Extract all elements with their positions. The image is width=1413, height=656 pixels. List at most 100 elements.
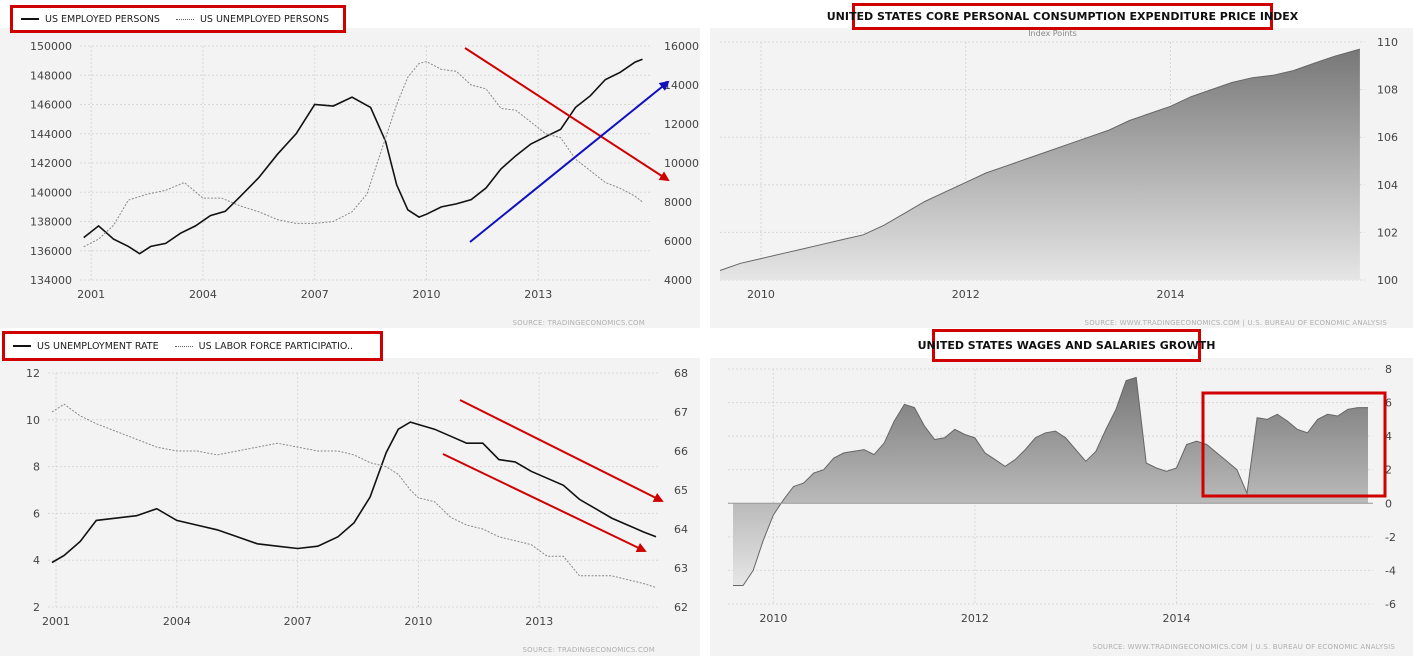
- x-tick-label: 2001: [42, 615, 70, 628]
- blue-trend-arrow: [469, 80, 670, 243]
- source-label: SOURCE: WWW.TRADINGECONOMICS.COM | U.S. …: [1085, 319, 1388, 327]
- red-trend-arrow-1: [459, 399, 664, 502]
- x-tick-label: 2013: [525, 615, 553, 628]
- legend-solid-swatch: [21, 18, 39, 20]
- x-tick-label: 2001: [77, 288, 105, 301]
- y-right-tick-label: 16000: [664, 40, 699, 53]
- y-tick-label: 100: [1377, 274, 1398, 287]
- series-line-solid: [51, 421, 657, 564]
- x-tick-label: 2014: [1156, 288, 1184, 301]
- y-right-tick-label: 10000: [664, 157, 699, 170]
- area-outline: [719, 48, 1361, 271]
- legend-participation: US LABOR FORCE PARTICIPATIO..: [198, 340, 353, 352]
- y-left-tick-label: 144000: [30, 128, 72, 141]
- y-left-tick-label: 2: [33, 601, 40, 614]
- y-left-tick-label: 138000: [30, 216, 72, 229]
- wages-chart-panel: -6 -4 -2 0 2 4 6 8 2010 2012 2014 SOURCE: WWW.TRADI…: [710, 358, 1413, 656]
- pce-title-text: UNITED STATES CORE PERSONAL CONSUMPTION …: [826, 10, 1299, 23]
- y-left-tick-label: 136000: [30, 245, 72, 258]
- y-left-tick-label: 146000: [30, 99, 72, 112]
- area-outline: [733, 376, 1368, 586]
- y-tick-label: -4: [1385, 564, 1396, 577]
- legend-employed: US EMPLOYED PERSONS: [45, 13, 160, 25]
- x-tick-label: 2012: [952, 288, 980, 301]
- source-label: SOURCE: TRADINGECONOMICS.COM: [512, 319, 645, 327]
- wages-chart-title: UNITED STATES WAGES AND SALARIES GROWTH: [918, 329, 1215, 362]
- x-tick-label: 2004: [163, 615, 191, 628]
- y-right-tick-label: 8000: [664, 196, 692, 209]
- pce-chart-panel: 100 102 104 106 108 110 2010 2012 2014 Index Poin…: [710, 28, 1413, 328]
- y-right-tick-label: 12000: [664, 118, 699, 131]
- x-tick-label: 2010: [747, 288, 775, 301]
- wages-chart: -6 -4 -2 0 2 4 6 8 2010 2012 2014 SOURCE: WWW.TRADI…: [728, 363, 1396, 651]
- legend-unemployment-rate: US UNEMPLOYMENT RATE: [37, 340, 159, 352]
- x-tick-label: 2014: [1162, 612, 1190, 625]
- source-label: SOURCE: WWW.TRADINGECONOMICS.COM | U.S. …: [1093, 643, 1396, 651]
- y-tick-label: 6: [1385, 397, 1392, 410]
- y-left-tick-label: 10: [26, 414, 40, 427]
- x-tick-label: 2010: [404, 615, 432, 628]
- unemployment-legend: US UNEMPLOYMENT RATE US LABOR FORCE PART…: [2, 331, 383, 361]
- legend-solid-swatch-2: [13, 345, 31, 347]
- y-left-tick-label: 12: [26, 367, 40, 380]
- y-tick-label: 104: [1377, 179, 1398, 192]
- y-left-tick-label: 148000: [30, 69, 72, 82]
- unemployment-chart-panel: 2 4 6 8 10 12 62 63 64 65 66 67 68 2001 2004 2007 2010 20…: [0, 358, 700, 656]
- legend-dotted-swatch: [175, 18, 194, 20]
- x-tick-label: 2010: [412, 288, 440, 301]
- highlight-box: [1201, 391, 1387, 498]
- y-right-tick-label: 62: [674, 601, 688, 614]
- x-tick-label: 2007: [301, 288, 329, 301]
- y-left-tick-label: 150000: [30, 40, 72, 53]
- y-right-tick-label: 65: [674, 484, 688, 497]
- y-right-tick-label: 66: [674, 445, 688, 458]
- area-fill: [733, 377, 1368, 586]
- employment-chart-panel: 134000 136000 138000 140000 142000 144000 1460…: [0, 28, 700, 328]
- y-right-tick-label: 68: [674, 367, 688, 380]
- y-tick-label: 110: [1377, 36, 1398, 49]
- y-left-tick-label: 134000: [30, 274, 72, 287]
- y-left-tick-label: 4: [33, 554, 40, 567]
- employment-legend: US EMPLOYED PERSONS US UNEMPLOYED PERSON…: [10, 5, 346, 33]
- y-tick-label: 102: [1377, 226, 1398, 239]
- pce-chart-title: UNITED STATES CORE PERSONAL CONSUMPTION …: [827, 3, 1298, 30]
- x-tick-label: 2010: [759, 612, 787, 625]
- source-label: SOURCE: TRADINGECONOMICS.COM: [522, 646, 655, 654]
- legend-unemployed: US UNEMPLOYED PERSONS: [199, 13, 329, 25]
- y-left-tick-label: 140000: [30, 186, 72, 199]
- legend-dotted-swatch-2: [174, 345, 193, 347]
- red-trend-arrow: [464, 47, 670, 182]
- pce-chart: 100 102 104 106 108 110 2010 2012 2014 Index Poin…: [719, 29, 1398, 327]
- y-left-tick-label: 6: [33, 507, 40, 520]
- series-line-solid: [83, 58, 643, 255]
- y-right-tick-label: 64: [674, 523, 688, 536]
- y-tick-label: 2: [1385, 464, 1392, 477]
- y-tick-label: -2: [1385, 531, 1396, 544]
- red-trend-arrow-2: [442, 453, 647, 553]
- y-right-tick-label: 67: [674, 406, 688, 419]
- series-line-dotted: [83, 61, 643, 248]
- y-tick-label: 4: [1385, 430, 1392, 443]
- employment-chart: 134000 136000 138000 140000 142000 144000 1460…: [30, 40, 699, 327]
- x-tick-label: 2013: [524, 288, 552, 301]
- y-right-tick-label: 63: [674, 562, 688, 575]
- y-right-tick-label: 6000: [664, 235, 692, 248]
- y-right-tick-label: 4000: [664, 274, 692, 287]
- wages-title-text: UNITED STATES WAGES AND SALARIES GROWTH: [917, 339, 1216, 352]
- y-tick-label: 108: [1377, 84, 1398, 97]
- pce-subtitle: Index Points: [1028, 29, 1077, 38]
- y-right-tick-label: 14000: [664, 79, 699, 92]
- y-left-tick-label: 8: [33, 461, 40, 474]
- x-tick-label: 2007: [284, 615, 312, 628]
- area-fill: [720, 49, 1360, 280]
- y-tick-label: -6: [1385, 598, 1396, 611]
- y-left-tick-label: 142000: [30, 157, 72, 170]
- x-tick-label: 2012: [961, 612, 989, 625]
- series-line-dotted: [51, 403, 657, 588]
- x-tick-label: 2004: [189, 288, 217, 301]
- y-tick-label: 0: [1385, 497, 1392, 510]
- y-tick-label: 106: [1377, 131, 1398, 144]
- y-tick-label: 8: [1385, 363, 1392, 376]
